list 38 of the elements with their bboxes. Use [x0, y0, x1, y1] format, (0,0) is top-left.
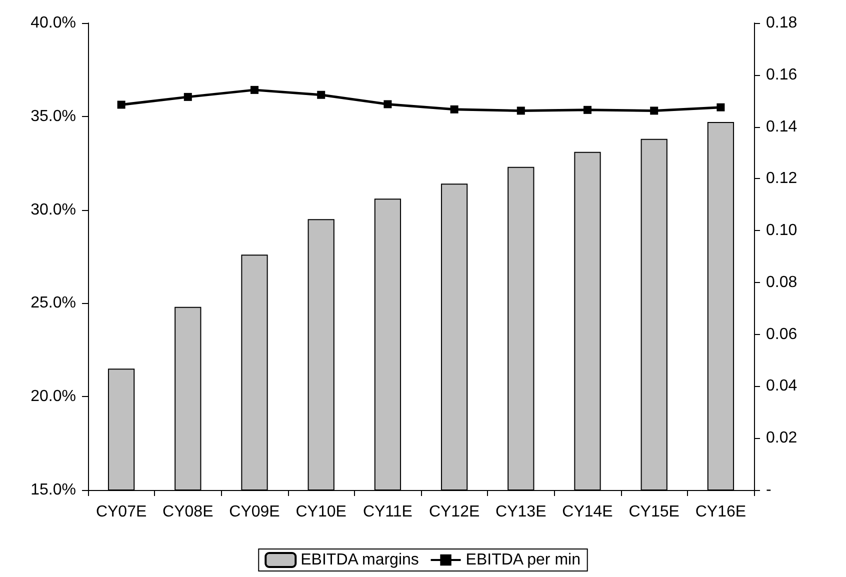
- y-tick-label: 15.0%: [30, 482, 76, 498]
- y-tick-label: 20.0%: [30, 388, 76, 406]
- point: [716, 103, 725, 112]
- point: [184, 92, 192, 101]
- y-tick-label: 25.0%: [30, 294, 76, 312]
- point: [516, 106, 525, 115]
- x-tick-label: CY12E: [428, 504, 480, 520]
- x-tick-label: CY15E: [628, 504, 680, 520]
- y2-tick-label: 0.12: [766, 170, 798, 188]
- y-tick-label: 35.0%: [30, 108, 76, 125]
- y2-tick-label: -: [766, 482, 772, 498]
- x-tick-label: CY07E: [96, 504, 147, 520]
- point: [650, 106, 658, 115]
- point: [584, 106, 592, 114]
- point: [117, 100, 126, 109]
- y2-tick-label: 0.16: [766, 66, 798, 84]
- y-tick-label: 40.0%: [30, 14, 76, 32]
- x-tick-label: CY08E: [162, 504, 214, 520]
- x-tick-label: CY10E: [296, 504, 346, 520]
- x-tick-label: CY16E: [695, 504, 746, 520]
- point: [450, 105, 458, 114]
- y2-tick-label: 0.14: [766, 118, 798, 136]
- point: [384, 100, 392, 108]
- y2-tick-label: 0.02: [766, 430, 798, 447]
- y2-tick-label: 0.06: [766, 326, 798, 343]
- y-tick-label: 30.0%: [30, 201, 76, 218]
- x-tick-label: CY14E: [562, 504, 613, 520]
- point: [250, 86, 258, 94]
- x-tick-label: CY13E: [496, 504, 546, 520]
- y2-tick-label: 0.10: [766, 222, 798, 240]
- legend-label: EBITDA margins: [300, 552, 419, 568]
- y2-tick-label: 0.08: [766, 274, 798, 291]
- y2-tick-label: 0.04: [766, 378, 798, 395]
- x-tick-label: CY11E: [362, 504, 412, 520]
- x-tick-label: CY09E: [229, 504, 280, 520]
- y2-tick-label: 0.18: [766, 14, 798, 32]
- point: [317, 90, 326, 99]
- legend-label: EBITDA per min: [466, 552, 580, 568]
